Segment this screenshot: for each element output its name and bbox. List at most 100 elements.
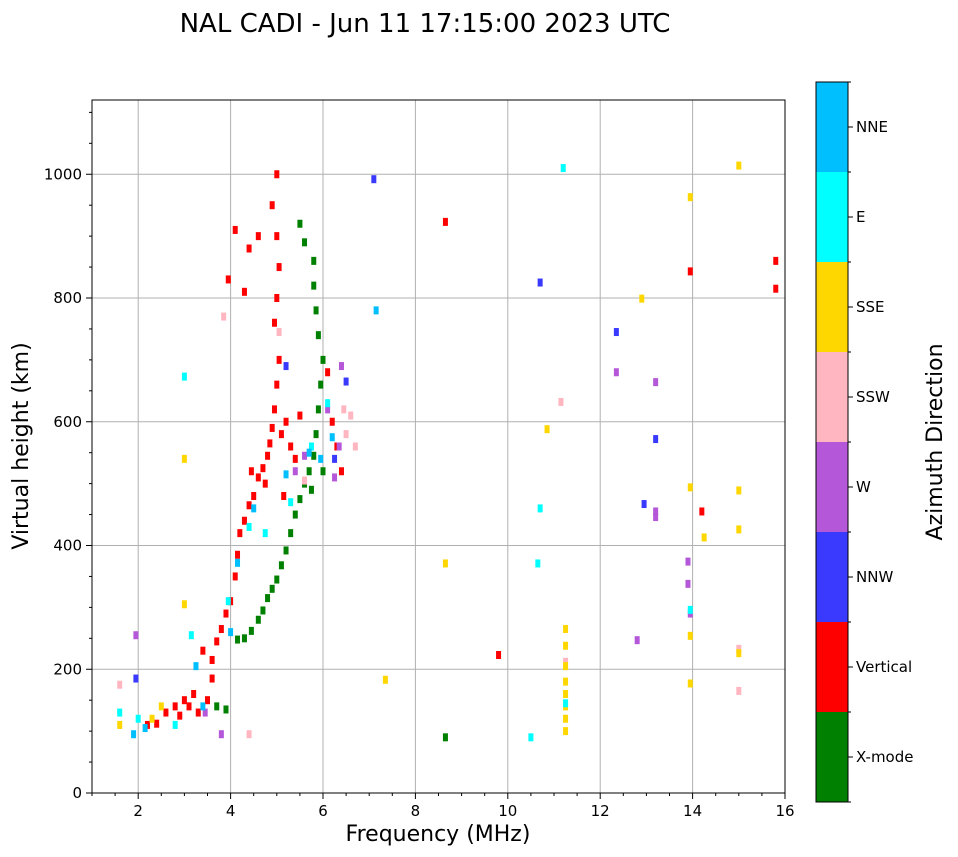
data-point-e [188, 631, 194, 640]
data-point-ssw [117, 680, 123, 689]
data-point-e [172, 720, 178, 729]
data-point-vertical [274, 294, 280, 302]
data-point-w [613, 368, 619, 377]
data-point-x-mode [308, 485, 314, 494]
data-point-x-mode [235, 635, 241, 644]
data-point-x-mode [265, 594, 271, 603]
data-point-ssw [246, 730, 252, 739]
y-tick-label: 800 [53, 289, 82, 307]
data-point-vertical [200, 646, 206, 655]
data-point-vertical [278, 430, 284, 439]
colorbar-frame [815, 81, 849, 803]
data-point-x-mode [292, 510, 298, 519]
data-point-w [685, 579, 691, 588]
data-point-w [218, 730, 224, 739]
y-tick-label: 200 [53, 660, 82, 678]
data-point-vertical [271, 318, 277, 327]
data-point-x-mode [278, 561, 284, 570]
data-point-x-mode [320, 467, 326, 476]
data-point-nne [235, 558, 241, 567]
data-point-x-mode [311, 281, 317, 290]
data-point-vertical [177, 711, 183, 720]
data-point-x-mode [318, 380, 324, 389]
data-point-vertical [218, 625, 224, 634]
data-point-e [308, 442, 314, 451]
data-point-sse [687, 631, 693, 640]
data-point-sse [382, 675, 388, 684]
data-point-ssw [302, 476, 308, 485]
data-point-w [634, 636, 640, 645]
data-point-vertical [195, 708, 201, 717]
colorbar-segment [816, 82, 848, 172]
data-point-sse [563, 625, 569, 634]
data-point-x-mode [288, 529, 294, 538]
x-axis: 2 4 6 8 10 12 14 16 [91, 793, 795, 820]
colorbar-label: Vertical [856, 658, 912, 676]
colorbar-label: X-mode [856, 748, 913, 766]
data-point-sse [442, 559, 448, 568]
data-point-e [117, 708, 123, 717]
data-point-nnw [653, 435, 659, 444]
data-point-vertical [297, 411, 303, 420]
data-point-vertical [773, 256, 779, 265]
data-point-w [653, 513, 659, 522]
y-tick-label: 400 [53, 537, 82, 555]
data-point-e [246, 522, 252, 531]
data-point-e [325, 399, 331, 408]
data-point-vertical [262, 479, 268, 488]
data-point-w [685, 557, 691, 566]
data-point-vertical [274, 170, 280, 179]
data-point-sse [639, 294, 645, 303]
data-point-ssw [341, 405, 347, 414]
data-point-vertical [223, 609, 229, 618]
data-point-vertical [232, 572, 238, 581]
colorbar-label: NNW [856, 568, 893, 586]
data-point-x-mode [269, 584, 275, 593]
data-point-w [325, 405, 331, 414]
colorbar-label: W [856, 478, 871, 496]
data-point-nne [283, 470, 289, 479]
data-point-vertical [237, 529, 243, 538]
data-point-x-mode [320, 355, 326, 364]
data-point-vertical [329, 417, 335, 426]
data-point-vertical [276, 355, 282, 364]
data-point-e [262, 529, 268, 538]
data-point-nnw [133, 674, 139, 683]
data-point-sse [687, 483, 693, 492]
data-point-w [133, 631, 139, 640]
data-point-e [528, 733, 534, 742]
data-point-sse [687, 193, 693, 202]
data-point-nne [228, 628, 234, 637]
data-point-vertical [163, 708, 169, 717]
data-point-vertical [246, 501, 252, 510]
data-point-w [302, 451, 308, 460]
colorbar-label: SSE [856, 298, 885, 316]
data-point-vertical [442, 217, 448, 226]
colorbar-segment [816, 442, 848, 532]
data-point-e [135, 714, 141, 723]
x-tick-label: 14 [683, 802, 702, 820]
data-point-vertical [699, 507, 705, 516]
data-point-x-mode [311, 256, 317, 265]
data-point-ssw [221, 312, 227, 321]
data-point-nnw [371, 175, 377, 184]
data-point-ssw [276, 328, 282, 337]
data-point-sse [544, 425, 550, 434]
data-point-sse [117, 720, 123, 729]
colorbar-label: NNE [856, 118, 888, 136]
data-point-w [336, 442, 342, 451]
chart-title: NAL CADI - Jun 11 17:15:00 2023 UTC [180, 9, 671, 39]
data-point-vertical [260, 464, 266, 473]
x-tick-label: 12 [591, 802, 610, 820]
data-point-nne [306, 448, 312, 457]
data-point-vertical [255, 232, 261, 241]
x-axis-label: Frequency (MHz) [346, 822, 531, 847]
colorbar-segment [816, 262, 848, 352]
data-point-x-mode [260, 606, 266, 615]
data-point-vertical [186, 702, 192, 711]
data-point-vertical [274, 232, 280, 241]
data-point-sse [181, 600, 187, 609]
data-point-e [288, 498, 294, 507]
data-point-vertical [241, 287, 247, 296]
data-point-sse [149, 714, 155, 723]
